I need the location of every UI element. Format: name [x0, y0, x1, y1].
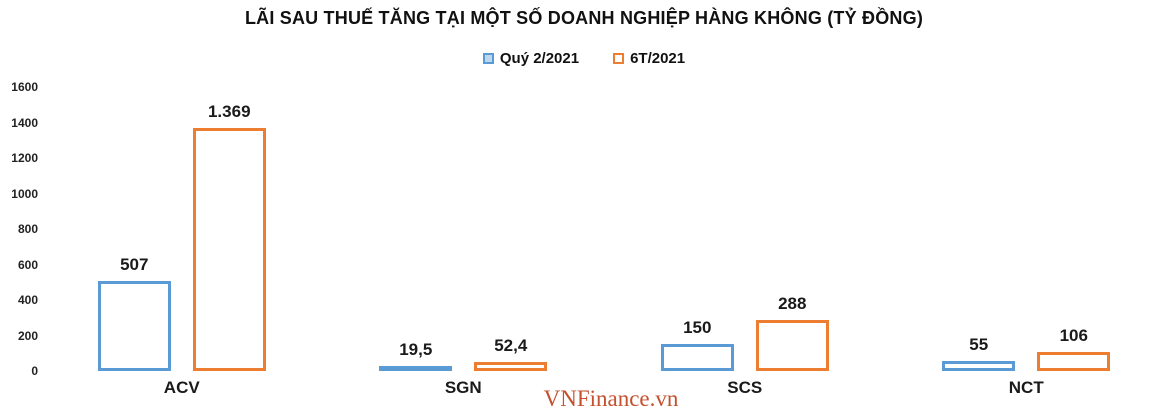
y-tick-label: 1400 [11, 115, 38, 130]
y-tick-label: 200 [17, 328, 38, 343]
chart-title: LÃI SAU THUẾ TĂNG TẠI MỘT SỐ DOANH NGHIỆ… [244, 8, 924, 28]
legend-item-6t: 6T/2021 [613, 50, 685, 67]
legend-item-quy2: Quý 2/2021 [482, 50, 580, 67]
bar-nct-series0 [942, 361, 1016, 371]
bar-acv-series0 [97, 281, 171, 371]
bar-acv-series1 [192, 128, 266, 371]
y-tick-label: 400 [17, 293, 38, 307]
bar-sgn-series1 [474, 362, 548, 371]
value-label-acv-series0: 507 [120, 255, 149, 274]
bar-scs-series1 [755, 320, 829, 371]
y-tick-label: 1600 [11, 80, 38, 94]
bar-nct-series1 [1037, 352, 1111, 371]
category-label-acv: ACV [163, 378, 200, 397]
watermark: VNFinance.vn [543, 386, 679, 411]
y-tick-label: 1000 [11, 186, 38, 201]
value-label-sgn-series1: 52,4 [494, 336, 528, 355]
y-tick-label: 1200 [11, 151, 38, 165]
legend-key-6t-icon [613, 53, 625, 64]
bar-scs-series0 [660, 344, 734, 371]
y-tick-label: 800 [17, 222, 38, 236]
bar-sgn-series0 [379, 366, 453, 371]
value-label-scs-series1: 288 [778, 294, 807, 313]
category-label-nct: NCT [1008, 378, 1044, 397]
legend-key-quy2-icon [482, 53, 494, 64]
value-label-sgn-series0: 19,5 [399, 340, 433, 359]
y-tick-label: 600 [17, 257, 38, 272]
category-label-sgn: SGN [444, 378, 482, 397]
y-tick-label: 0 [31, 364, 38, 378]
category-label-scs: SCS [727, 378, 763, 397]
value-label-nct-series0: 55 [969, 335, 989, 354]
value-label-acv-series1: 1.369 [207, 102, 251, 121]
value-label-nct-series1: 106 [1059, 326, 1088, 345]
value-label-scs-series0: 150 [683, 318, 712, 337]
legend-label-quy2: Quý 2/2021 [499, 50, 580, 67]
legend: Quý 2/2021 6T/2021 [0, 50, 1168, 67]
legend-label-6t: 6T/2021 [630, 50, 686, 67]
